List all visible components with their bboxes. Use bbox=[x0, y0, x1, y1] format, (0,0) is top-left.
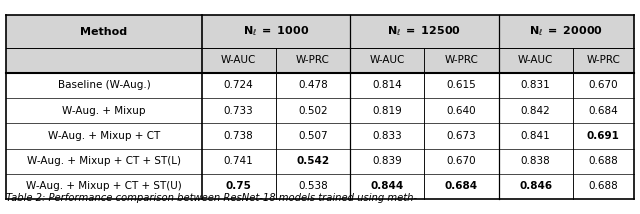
Text: 0.738: 0.738 bbox=[224, 131, 253, 141]
Text: 0.814: 0.814 bbox=[372, 80, 402, 90]
Text: W-Aug. + Mixup: W-Aug. + Mixup bbox=[62, 106, 146, 116]
Text: 0.842: 0.842 bbox=[521, 106, 550, 116]
Text: 0.640: 0.640 bbox=[447, 106, 476, 116]
Text: 0.838: 0.838 bbox=[521, 156, 550, 166]
Text: $\mathbf{N}_{\ell}\ \mathbf{=\ 1000}$: $\mathbf{N}_{\ell}\ \mathbf{=\ 1000}$ bbox=[243, 25, 309, 39]
Text: 0.684: 0.684 bbox=[588, 106, 618, 116]
Text: $\mathbf{N}_{\ell}\ \mathbf{=\ 20000}$: $\mathbf{N}_{\ell}\ \mathbf{=\ 20000}$ bbox=[529, 25, 603, 39]
Text: Table 2: Performance comparison between ResNet-18 models trained using meth-: Table 2: Performance comparison between … bbox=[6, 193, 417, 203]
Bar bbox=[6, 15, 634, 73]
Text: 0.502: 0.502 bbox=[298, 106, 328, 116]
Text: W-PRC: W-PRC bbox=[296, 55, 330, 65]
Text: 0.819: 0.819 bbox=[372, 106, 402, 116]
Text: 0.688: 0.688 bbox=[588, 156, 618, 166]
Text: 0.538: 0.538 bbox=[298, 181, 328, 191]
Text: 0.542: 0.542 bbox=[296, 156, 330, 166]
Text: 0.833: 0.833 bbox=[372, 131, 402, 141]
Text: 0.684: 0.684 bbox=[445, 181, 478, 191]
Text: 0.507: 0.507 bbox=[298, 131, 328, 141]
Text: Method: Method bbox=[81, 27, 127, 37]
Text: 0.724: 0.724 bbox=[224, 80, 253, 90]
Text: 0.733: 0.733 bbox=[224, 106, 253, 116]
Text: 0.673: 0.673 bbox=[447, 131, 476, 141]
Text: 0.691: 0.691 bbox=[587, 131, 620, 141]
Bar bbox=[6, 73, 634, 199]
Text: 0.670: 0.670 bbox=[588, 80, 618, 90]
Text: 0.741: 0.741 bbox=[224, 156, 253, 166]
Text: W-Aug. + Mixup + CT + ST(U): W-Aug. + Mixup + CT + ST(U) bbox=[26, 181, 182, 191]
Text: W-Aug. + Mixup + CT: W-Aug. + Mixup + CT bbox=[48, 131, 160, 141]
Text: W-AUC: W-AUC bbox=[518, 55, 554, 65]
Text: 0.670: 0.670 bbox=[447, 156, 476, 166]
Text: W-Aug. + Mixup + CT + ST(L): W-Aug. + Mixup + CT + ST(L) bbox=[27, 156, 181, 166]
Text: 0.615: 0.615 bbox=[447, 80, 476, 90]
Text: W-PRC: W-PRC bbox=[586, 55, 620, 65]
Text: 0.846: 0.846 bbox=[519, 181, 552, 191]
Text: $\mathbf{N}_{\ell}\ \mathbf{=\ 12500}$: $\mathbf{N}_{\ell}\ \mathbf{=\ 12500}$ bbox=[387, 25, 461, 39]
Text: 0.841: 0.841 bbox=[521, 131, 550, 141]
Text: 0.839: 0.839 bbox=[372, 156, 402, 166]
Text: 0.688: 0.688 bbox=[588, 181, 618, 191]
Text: W-PRC: W-PRC bbox=[445, 55, 478, 65]
Text: 0.844: 0.844 bbox=[371, 181, 404, 191]
Text: W-AUC: W-AUC bbox=[369, 55, 405, 65]
Text: Baseline (W-Aug.): Baseline (W-Aug.) bbox=[58, 80, 150, 90]
Text: 0.75: 0.75 bbox=[226, 181, 252, 191]
Text: W-AUC: W-AUC bbox=[221, 55, 257, 65]
Text: 0.831: 0.831 bbox=[521, 80, 550, 90]
Text: 0.478: 0.478 bbox=[298, 80, 328, 90]
